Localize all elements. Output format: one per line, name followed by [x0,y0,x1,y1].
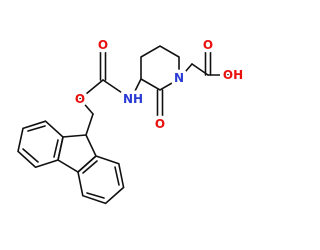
atom-label: OH [223,68,243,82]
bond [53,139,59,158]
atom-label: O [98,38,108,52]
atom-labels: O O NH N O O OH [71,35,246,135]
bond [114,166,120,186]
bond [85,113,94,136]
bond [79,98,94,115]
molecule: O O NH N O O OH [17,35,246,205]
bond [130,78,142,100]
bond [82,160,98,174]
atom-label: NH [123,92,143,106]
bonds [17,45,232,205]
atom-label: N [174,71,184,85]
bond [79,79,104,100]
bond [57,134,97,173]
bond [17,120,64,169]
atom-label: O [75,92,85,106]
bond [86,192,105,199]
bond [140,45,180,91]
bond [27,125,46,132]
atom-label: O [203,38,213,52]
bond [102,79,132,100]
bond [22,148,39,163]
bond [77,155,125,205]
bond [178,63,193,80]
atom-label: O [155,117,165,131]
